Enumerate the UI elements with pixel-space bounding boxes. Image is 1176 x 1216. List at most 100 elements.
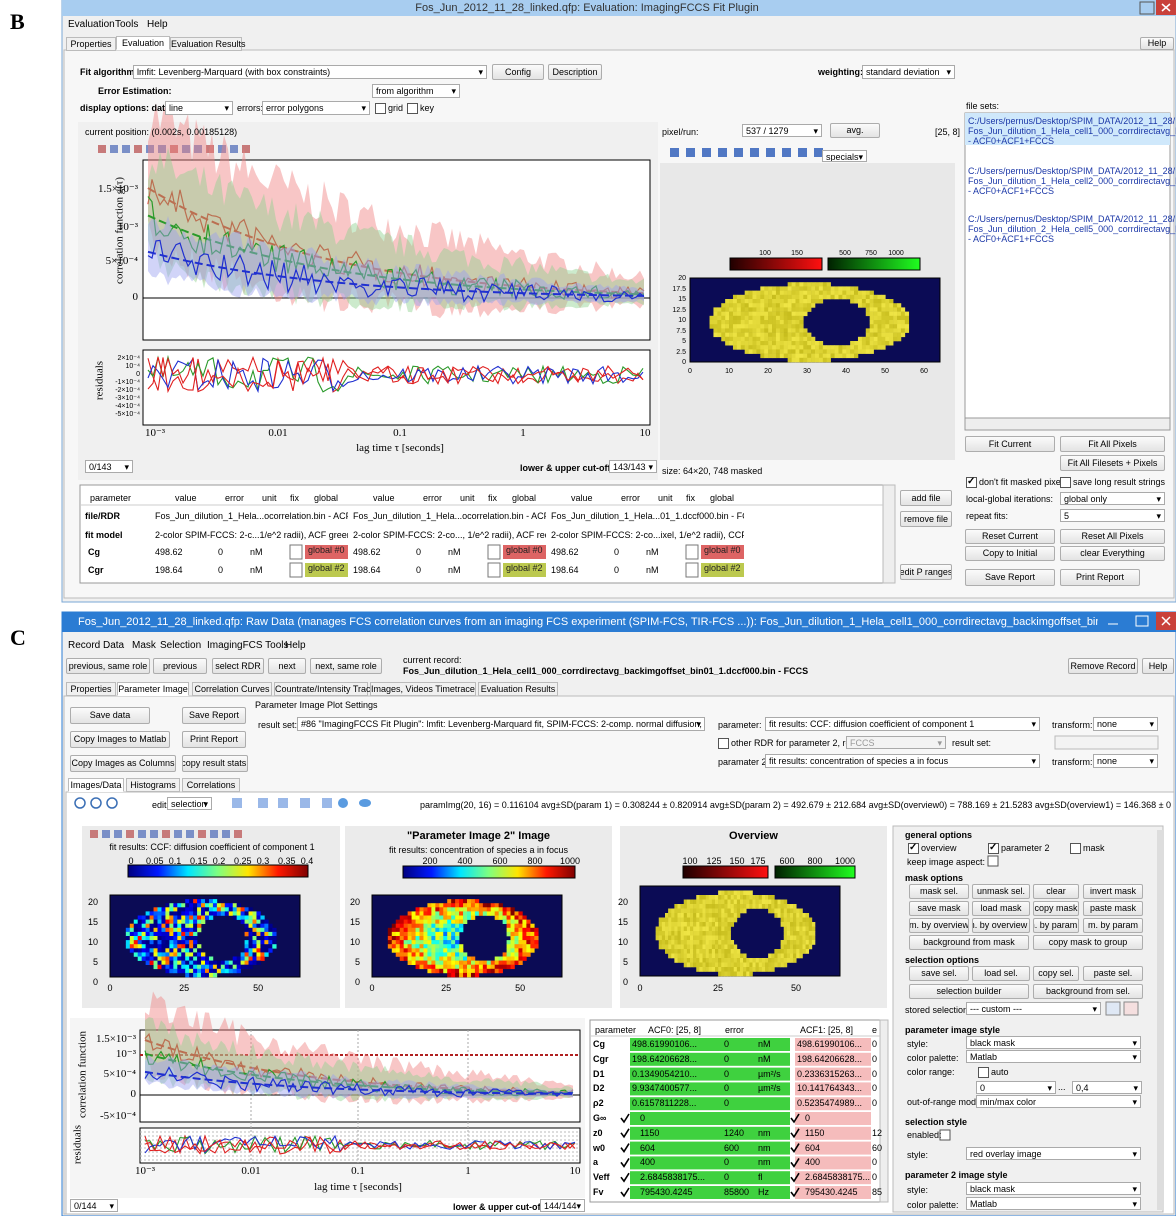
config[interactable]: Config — [492, 64, 544, 80]
mask-buttons[interactable]: save mask — [909, 901, 969, 916]
role[interactable]: FCCS — [846, 736, 946, 749]
range-max[interactable]: 0,4 — [1072, 1081, 1142, 1094]
print-report[interactable]: Print Report — [182, 731, 246, 748]
copy-mask-to-group[interactable]: copy mask to group — [1033, 935, 1143, 950]
pixel — [783, 962, 788, 968]
fit-all-pixels[interactable]: Fit All Pixels — [1060, 436, 1165, 452]
help[interactable]: Help — [1140, 37, 1174, 50]
grid[interactable]: grid — [375, 103, 403, 114]
mask-buttons[interactable]: mask sel. — [909, 884, 969, 899]
param2[interactable]: fit results: concentration of species a … — [765, 754, 1040, 768]
save-report[interactable]: Save Report — [965, 569, 1055, 586]
parameter[interactable]: fit results: CCF: diffusion coefficient … — [765, 717, 1040, 731]
result-set[interactable]: #86 "ImagingFCCS Fit Plugin": lmfit: Lev… — [297, 717, 705, 731]
nav[interactable]: previous, same role — [66, 658, 150, 674]
overview[interactable]: overview — [908, 842, 957, 854]
copy-to-initial[interactable]: Copy to Initial — [965, 546, 1055, 561]
save-long[interactable]: save long result strings — [1060, 477, 1165, 488]
description[interactable]: Description — [548, 64, 602, 80]
mask-buttons[interactable]: paste mask — [1083, 901, 1143, 916]
background-from-sel[interactable]: background from sel. — [1033, 984, 1143, 999]
edit-mode[interactable]: selection — [167, 797, 212, 810]
key[interactable]: key — [407, 103, 434, 114]
save-data[interactable]: Save data — [70, 707, 150, 724]
sel-buttons[interactable]: paste sel. — [1083, 966, 1143, 981]
other-rdr[interactable]: other RDR for parameter 2, role: — [718, 738, 860, 749]
dont-fit-masked[interactable]: don't fit masked pixels — [966, 476, 1067, 488]
help[interactable]: Help — [1142, 658, 1174, 674]
reset-all[interactable]: Reset All Pixels — [1060, 529, 1165, 544]
tabs[interactable]: Properties — [66, 37, 116, 51]
save-report[interactable]: Save Report — [182, 707, 246, 724]
tabs[interactable]: Images, Videos Timetrace — [370, 682, 476, 696]
mask-buttons[interactable]: m. by overview — [909, 918, 969, 933]
copy-as-columns[interactable]: Copy Images as Columns — [70, 755, 176, 772]
transform[interactable]: none — [1093, 717, 1158, 731]
mask-buttons[interactable]: m. by overview 2 — [972, 918, 1030, 933]
remove-record[interactable]: Remove Record — [1068, 658, 1138, 674]
pixel-run[interactable]: 537 / 1279 — [742, 124, 822, 137]
mask-buttons[interactable]: m. by param 2 — [1033, 918, 1079, 933]
mask-buttons[interactable]: unmask sel. — [972, 884, 1030, 899]
palette[interactable]: Matlab — [966, 1050, 1141, 1063]
sel-buttons[interactable]: copy sel. — [1033, 966, 1079, 981]
subtabs[interactable]: Images/Data — [68, 778, 124, 792]
tabs[interactable]: Countrate/Intensity Trace — [274, 682, 376, 696]
reset-current[interactable]: Reset Current — [965, 529, 1055, 544]
subtabs[interactable]: Correlations — [182, 778, 240, 792]
cutoff[interactable]: 144/144 — [540, 1199, 585, 1212]
error-estimation[interactable]: from algorithm — [372, 84, 460, 98]
add-file[interactable]: add file — [900, 490, 952, 506]
range-min[interactable]: 0 — [976, 1081, 1056, 1094]
print-report[interactable]: Print Report — [1060, 569, 1140, 586]
tabs[interactable]: Parameter Image — [117, 682, 189, 696]
mask-buttons[interactable]: copy mask — [1033, 901, 1079, 916]
subtabs[interactable]: Histograms — [126, 778, 180, 792]
p2-style[interactable]: black mask — [966, 1182, 1141, 1195]
mask-buttons[interactable]: invert mask — [1083, 884, 1143, 899]
mask-buttons[interactable]: load mask — [972, 901, 1030, 916]
p2-palette[interactable]: Matlab — [966, 1197, 1141, 1210]
auto[interactable]: auto — [978, 1067, 1009, 1078]
mask[interactable]: mask — [1070, 843, 1105, 854]
nav[interactable]: previous — [153, 658, 207, 674]
mask-buttons[interactable]: m. by param — [1083, 918, 1143, 933]
stored-sel[interactable]: --- custom --- — [966, 1002, 1101, 1015]
specials[interactable]: specials — [822, 150, 867, 162]
out-of-range[interactable]: min/max color — [976, 1095, 1141, 1108]
mask-buttons[interactable]: clear — [1033, 884, 1079, 899]
fit-algorithm[interactable]: lmfit: Levenberg-Marquard (with box cons… — [133, 65, 487, 79]
nav[interactable]: next, same role — [310, 658, 382, 674]
parameter-2[interactable]: parameter 2 — [988, 842, 1050, 854]
run-spin[interactable]: 0/144 — [70, 1199, 118, 1212]
copy-to-matlab[interactable]: Copy Images to Matlab — [70, 731, 170, 748]
fit-current[interactable]: Fit Current — [965, 436, 1055, 452]
avg[interactable]: avg. — [830, 123, 880, 138]
edit-p-ranges[interactable]: edit P ranges — [900, 564, 952, 580]
tabs[interactable]: Evaluation Results — [478, 682, 558, 696]
sel-style[interactable]: red overlay image — [966, 1147, 1141, 1160]
tabs[interactable]: Evaluation Results — [170, 37, 246, 51]
selection-builder[interactable]: selection builder — [909, 984, 1029, 999]
clear-everything[interactable]: clear Everything — [1060, 546, 1165, 561]
errors-style[interactable]: error polygons — [262, 101, 370, 115]
fit-all-filesets[interactable]: Fit All Filesets + Pixels — [1060, 455, 1165, 471]
style[interactable]: black mask — [966, 1036, 1141, 1049]
transform2[interactable]: none — [1093, 754, 1158, 768]
weighting[interactable]: standard deviation — [862, 65, 955, 79]
data-style[interactable]: line — [165, 101, 233, 115]
nav[interactable]: select RDR — [212, 658, 264, 674]
repeat-fits[interactable]: 5 — [1060, 509, 1165, 522]
run-spin[interactable]: 0/143 — [85, 460, 133, 473]
tabs[interactable]: Evaluation — [116, 36, 170, 50]
tabs[interactable]: Properties — [66, 682, 116, 696]
remove-file[interactable]: remove file — [900, 511, 952, 527]
tabs[interactable]: Correlation Curves — [192, 682, 272, 696]
nav[interactable]: next — [268, 658, 306, 674]
cutoff[interactable]: 143/143 — [609, 460, 657, 473]
background-from-mask[interactable]: background from mask — [909, 935, 1029, 950]
sel-buttons[interactable]: load sel. — [972, 966, 1030, 981]
local-global[interactable]: global only — [1060, 492, 1165, 505]
copy-result-stats[interactable]: copy result stats. — [182, 755, 248, 772]
sel-buttons[interactable]: save sel. — [909, 966, 969, 981]
